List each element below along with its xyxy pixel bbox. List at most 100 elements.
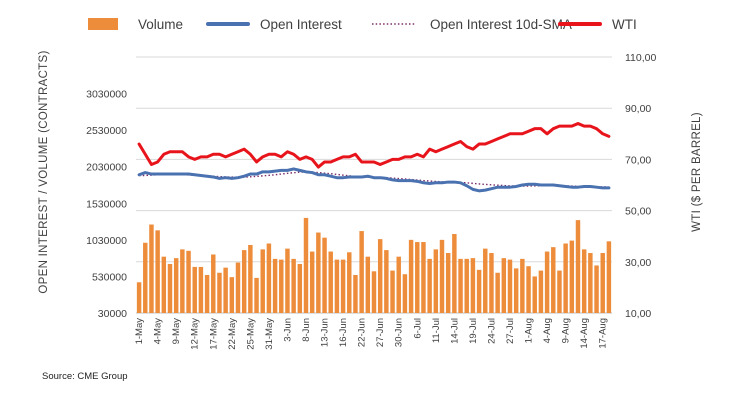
volume-bar-47: [427, 258, 432, 313]
x-tick-18: 19-Jul: [468, 318, 479, 344]
volume-bar-41: [390, 270, 395, 313]
volume-bar-74: [594, 265, 599, 313]
legend-item-volume: Volume: [88, 17, 183, 32]
volume-bar-57: [489, 253, 494, 313]
x-axis-ticks: 1-May 4-May 9-May 12-May 17-May 22-May 25-May 3…: [134, 318, 609, 350]
volume-bar-27: [303, 217, 309, 313]
volume-bar-62: [520, 258, 525, 313]
y-right-tick-3: 50,00: [625, 206, 651, 218]
volume-bar-15: [229, 277, 235, 313]
y-left-tick-5: 530000: [92, 271, 127, 283]
legend-label-volume: Volume: [138, 17, 183, 32]
x-tick-16: 11-Jul: [431, 318, 442, 343]
volume-bar-8: [186, 250, 191, 313]
volume-bar-0: [136, 282, 142, 313]
x-tick-15: 6-Jul: [412, 318, 423, 339]
volume-bar-42: [396, 256, 401, 313]
volume-bar-43: [402, 274, 408, 313]
volume-bar-31: [328, 251, 333, 313]
y-left-tick-6: 30000: [98, 308, 127, 320]
volume-bar-14: [223, 267, 228, 313]
x-tick-21: 1-Aug: [524, 318, 535, 343]
x-tick-6: 25-May: [245, 318, 256, 350]
volume-bar-59: [501, 258, 507, 313]
volume-bar-6: [173, 258, 179, 313]
x-tick-25: 17-Aug: [598, 318, 609, 349]
volume-bar-61: [513, 268, 519, 313]
volume-bar-36: [359, 231, 364, 313]
y-right-tick-1: 90,00: [625, 103, 651, 115]
volume-bar-45: [415, 242, 420, 313]
volume-bar-25: [291, 258, 296, 313]
volume-bar-11: [204, 274, 210, 313]
volume-bar-54: [470, 258, 476, 313]
legend-swatch-volume: [88, 18, 118, 30]
x-tick-23: 9-Aug: [561, 318, 572, 343]
legend-item-oi: Open Interest: [206, 17, 342, 32]
volume-bar-30: [322, 237, 327, 313]
volume-bar-24: [285, 248, 290, 313]
volume-bar-64: [532, 276, 537, 313]
volume-bar-52: [458, 258, 463, 313]
volume-bar-21: [266, 243, 272, 313]
volume-bar-56: [483, 248, 488, 313]
volume-bar-65: [538, 270, 544, 313]
volume-bar-75: [600, 253, 605, 313]
x-tick-22: 4-Aug: [542, 318, 553, 343]
volume-bar-23: [279, 259, 284, 313]
y-left-tick-1: 2530000: [86, 125, 127, 137]
legend-label-wti: WTI: [612, 17, 637, 32]
volume-bar-7: [180, 249, 185, 313]
y-left-tick-2: 2030000: [86, 162, 127, 174]
legend: Volume Open Interest Open Interest 10d-SMA…: [88, 17, 637, 32]
x-tick-19: 24-Jul: [486, 318, 497, 344]
volume-bar-68: [557, 270, 562, 313]
volume-bar-33: [340, 259, 346, 313]
y-left-tick-4: 1030000: [86, 235, 127, 247]
volume-bar-29: [316, 232, 321, 313]
volume-bar-16: [235, 262, 241, 313]
volume-bar-35: [353, 274, 358, 313]
volume-bar-17: [241, 250, 247, 313]
legend-item-wti: WTI: [558, 17, 637, 32]
volume-bar-10: [198, 266, 204, 313]
volume-bar-3: [155, 230, 160, 313]
y-left-axis-title: OPEN INTEREST / VOLUME (CONTRACTS): [38, 50, 50, 293]
y-right-tick-2: 70,00: [625, 154, 651, 166]
volume-bar-66: [544, 251, 550, 313]
volume-bar-13: [217, 272, 222, 313]
volume-bar-53: [464, 258, 469, 313]
open-interest-line: [137, 167, 611, 193]
volume-bar-26: [297, 263, 303, 313]
volume-bar-44: [408, 239, 414, 313]
volume-bar-18: [248, 244, 253, 313]
volume-bar-51: [452, 234, 457, 313]
volume-bar-32: [334, 259, 340, 313]
volume-bar-4: [161, 256, 167, 313]
x-tick-4: 17-May: [208, 318, 219, 350]
left-axis-ticks: 3030000 2530000 2030000 1530000 1030000 53000…: [86, 89, 127, 320]
legend-label-oi: Open Interest: [260, 17, 342, 32]
volume-bar-12: [211, 254, 216, 313]
legend-label-sma: Open Interest 10d-SMA: [430, 17, 572, 32]
x-tick-11: 16-Jun: [338, 318, 349, 347]
x-tick-8: 3-Jun: [282, 318, 293, 342]
volume-bar-67: [551, 247, 556, 313]
volume-bar-71: [575, 220, 581, 313]
x-tick-5: 22-May: [227, 318, 238, 350]
volume-bar-73: [588, 253, 593, 313]
volume-bar-20: [260, 249, 265, 313]
volume-bar-49: [439, 239, 445, 313]
x-tick-1: 4-May: [153, 318, 164, 345]
volume-bar-9: [192, 266, 197, 313]
volume-bar-58: [495, 272, 500, 313]
volume-bar-72: [581, 249, 587, 313]
y-right-axis-title: WTI ($ PER BARREL): [691, 112, 703, 232]
volume-bar-1: [143, 242, 148, 313]
y-left-tick-0: 3030000: [86, 89, 127, 101]
x-tick-2: 9-May: [171, 318, 182, 345]
x-tick-14: 30-Jun: [394, 318, 405, 347]
x-tick-9: 8-Jun: [301, 318, 312, 342]
volume-bar-19: [254, 277, 259, 313]
volume-bar-5: [167, 263, 173, 313]
